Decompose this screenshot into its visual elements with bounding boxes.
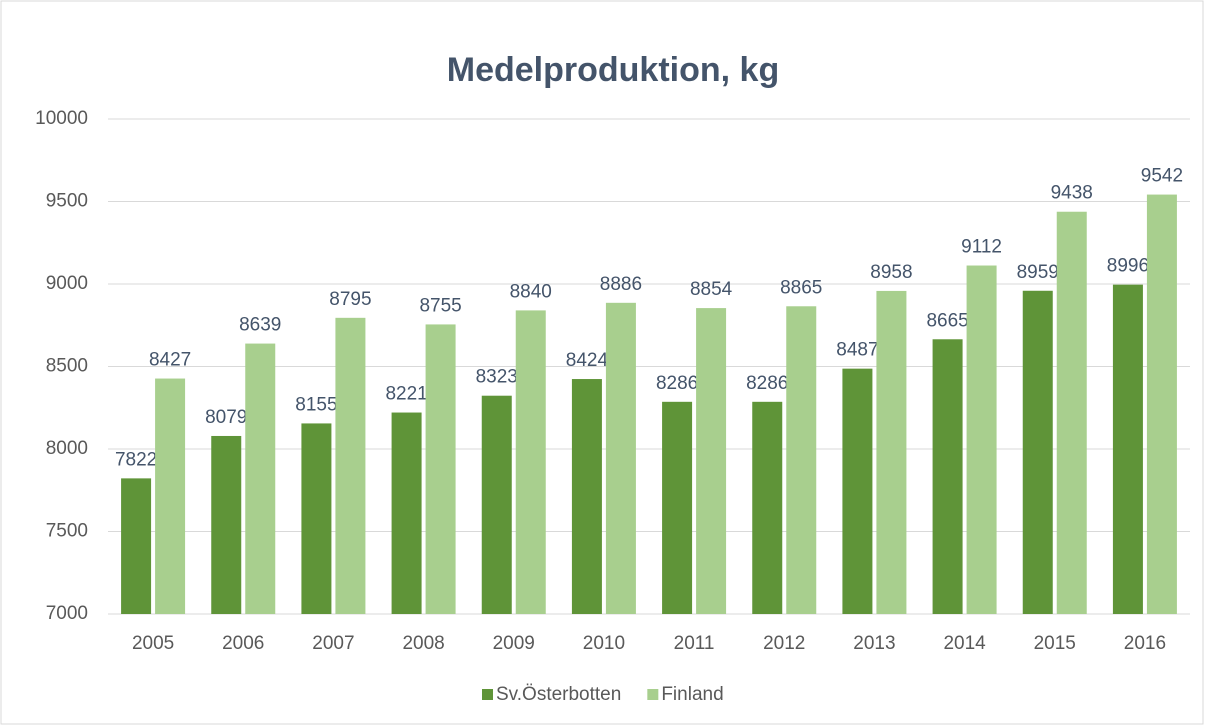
x-tick-label: 2012 [763, 633, 805, 654]
bar [1112, 284, 1143, 614]
bar [121, 478, 152, 614]
data-label: 8840 [510, 281, 552, 302]
x-tick-label: 2009 [493, 633, 535, 654]
data-label: 8959 [1017, 262, 1059, 283]
data-label: 8487 [836, 340, 878, 361]
data-label: 8424 [566, 350, 609, 371]
data-label: 8323 [476, 367, 518, 388]
bar [571, 379, 602, 614]
y-tick-label: 7000 [46, 603, 88, 624]
x-tick-label: 2006 [222, 633, 264, 654]
bar [515, 310, 546, 614]
data-label: 7822 [115, 449, 157, 470]
data-label: 9112 [961, 237, 1002, 258]
bar [752, 401, 783, 614]
legend-swatch [647, 689, 659, 700]
bar [391, 412, 422, 614]
legend-label: Sv.Österbotten [496, 684, 621, 705]
x-tick-label: 2013 [853, 633, 895, 654]
data-label: 8427 [149, 350, 191, 371]
bar [335, 317, 366, 614]
data-label: 8639 [239, 315, 281, 336]
data-label: 8886 [600, 274, 642, 295]
legend-label: Finland [661, 684, 723, 705]
data-label: 8286 [656, 373, 698, 394]
data-label: 8795 [329, 289, 371, 310]
bar [966, 265, 997, 614]
bar [842, 368, 873, 614]
x-tick-label: 2015 [1034, 633, 1076, 654]
legend-swatch [482, 689, 493, 700]
x-tick-label: 2007 [312, 633, 354, 654]
data-label: 8755 [419, 295, 461, 316]
data-label: 9438 [1051, 183, 1093, 204]
data-label: 8958 [870, 262, 912, 283]
y-tick-label: 10000 [35, 108, 88, 129]
y-tick-label: 8000 [46, 438, 88, 459]
data-label: 8665 [926, 310, 968, 331]
bar [301, 423, 332, 614]
x-tick-label: 2008 [402, 633, 444, 654]
bar [211, 435, 242, 614]
bar [481, 395, 512, 614]
data-label: 8854 [690, 279, 733, 300]
x-tick-label: 2014 [943, 633, 986, 654]
bar [786, 306, 817, 614]
y-tick-label: 7500 [46, 521, 88, 542]
data-label: 8221 [385, 384, 427, 405]
x-tick-label: 2016 [1124, 633, 1166, 654]
data-label: 8079 [205, 407, 247, 428]
bar [932, 339, 963, 614]
bar [245, 343, 276, 614]
bar [1022, 290, 1053, 614]
y-tick-label: 8500 [46, 356, 88, 377]
bar [876, 290, 907, 614]
x-tick-label: 2010 [583, 633, 625, 654]
y-tick-label: 9500 [46, 191, 88, 212]
chart-title: Medelproduktion, kg [447, 51, 779, 89]
y-tick-label: 9000 [46, 273, 88, 294]
bar [425, 324, 456, 614]
x-tick-label: 2011 [674, 633, 715, 654]
bar [662, 401, 693, 614]
bar [696, 308, 727, 614]
data-label: 8865 [780, 277, 822, 298]
x-tick-label: 2005 [132, 633, 174, 654]
bar [1146, 194, 1177, 614]
data-label: 9542 [1141, 166, 1183, 187]
bar [1056, 211, 1087, 615]
data-label: 8996 [1107, 256, 1149, 277]
bar [155, 378, 186, 614]
data-label: 8286 [746, 373, 788, 394]
bar [605, 302, 636, 614]
data-label: 8155 [295, 394, 337, 415]
